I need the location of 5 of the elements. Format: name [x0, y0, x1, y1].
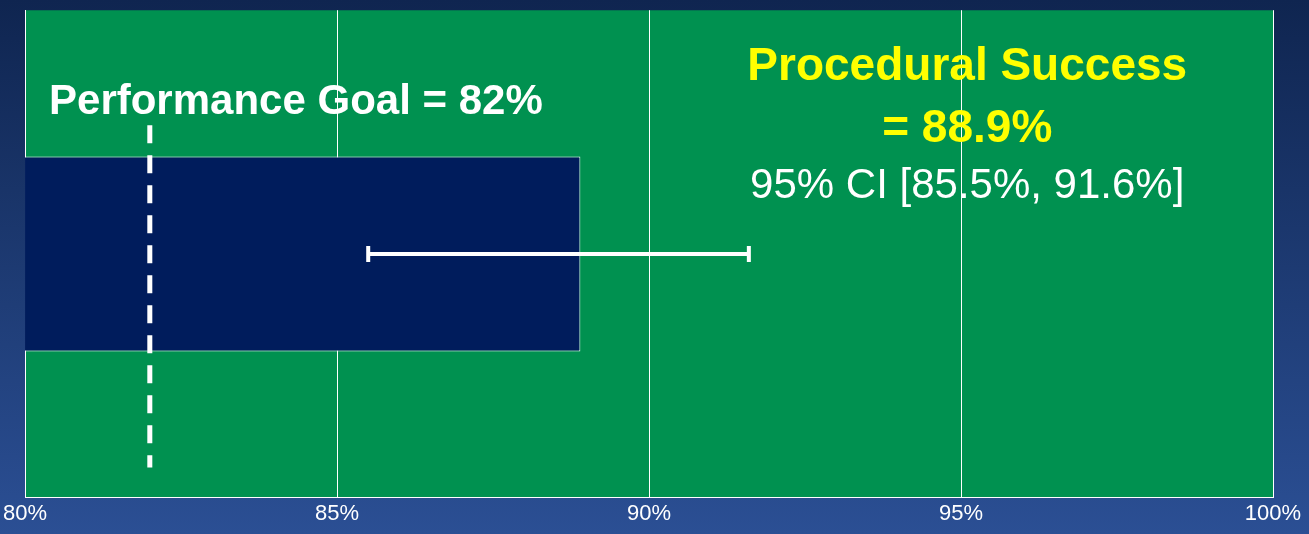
x-tick-label: 80% [2, 499, 48, 525]
x-tick-label: 100% [1244, 499, 1302, 525]
x-tick-label: 95% [938, 499, 984, 525]
x-tick-label: 85% [314, 499, 360, 525]
x-tick-label: 90% [626, 499, 672, 525]
